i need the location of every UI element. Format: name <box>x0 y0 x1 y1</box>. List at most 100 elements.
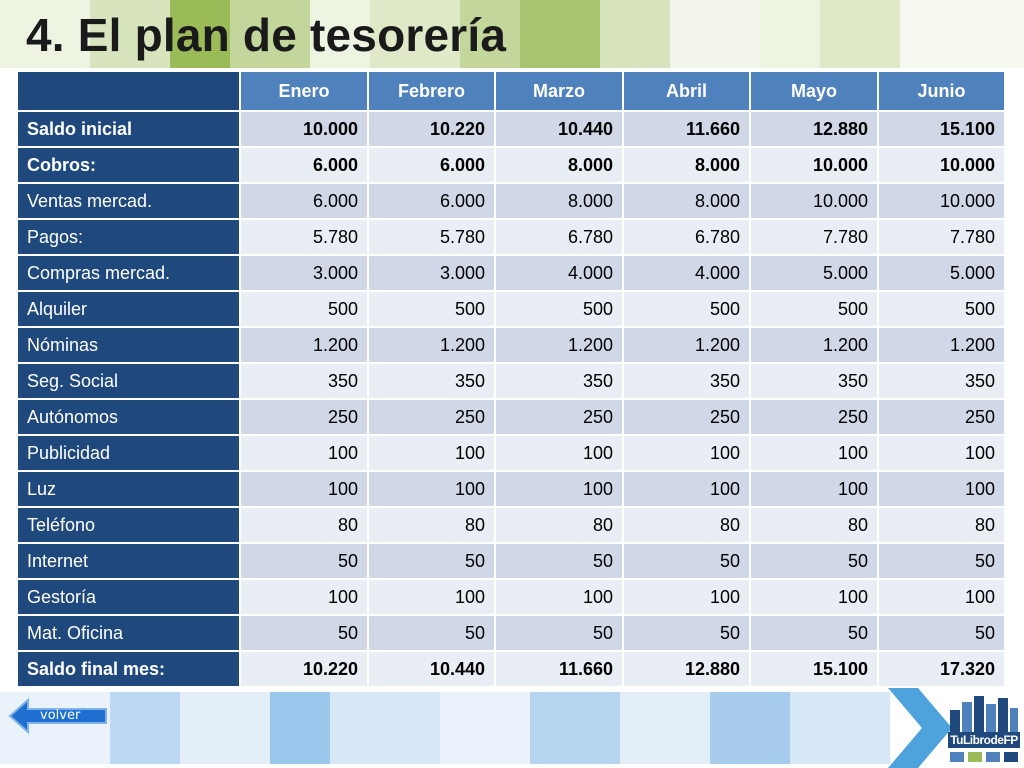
table-cell: 500 <box>877 290 1006 328</box>
table-cell: 5.780 <box>367 218 496 256</box>
row-label: Gestoría <box>16 578 241 616</box>
table-cell: 15.100 <box>877 110 1006 148</box>
table-cell: 500 <box>239 290 369 328</box>
table-cell: 350 <box>749 362 879 400</box>
table-cell: 100 <box>749 470 879 508</box>
table-cell: 100 <box>622 578 751 616</box>
table-cell: 10.000 <box>877 182 1006 220</box>
table-cell: 80 <box>877 506 1006 544</box>
decorative-arrow-shape <box>888 688 952 768</box>
table-cell: 250 <box>622 398 751 436</box>
table-cell: 17.320 <box>877 650 1006 688</box>
table-cell: 10.440 <box>367 650 496 688</box>
table-cell: 7.780 <box>749 218 879 256</box>
row-label: Teléfono <box>16 506 241 544</box>
table-cell: 11.660 <box>622 110 751 148</box>
table-cell: 8.000 <box>622 182 751 220</box>
table-cell: 250 <box>239 398 369 436</box>
table-cell: 50 <box>239 614 369 652</box>
table-cell: 6.780 <box>622 218 751 256</box>
table-cell: 100 <box>367 578 496 616</box>
table-corner-cell <box>16 70 241 112</box>
table-cell: 100 <box>877 470 1006 508</box>
table-cell: 500 <box>367 290 496 328</box>
column-header: Enero <box>239 70 369 112</box>
table-cell: 100 <box>877 434 1006 472</box>
table-cell: 50 <box>367 542 496 580</box>
table-cell: 5.000 <box>749 254 879 292</box>
row-label: Compras mercad. <box>16 254 241 292</box>
tulibrodefp-logo: TuLibrodeFP <box>946 690 1022 766</box>
table-cell: 6.000 <box>367 182 496 220</box>
table-cell: 1.200 <box>749 326 879 364</box>
table-cell: 10.220 <box>367 110 496 148</box>
table-cell: 50 <box>749 542 879 580</box>
table-cell: 10.220 <box>239 650 369 688</box>
table-cell: 6.780 <box>494 218 624 256</box>
table-row: Nóminas 1.200 1.200 1.200 1.200 1.200 1.200 <box>16 326 1006 364</box>
table-row: Publicidad 100 100 100 100 100 100 <box>16 434 1006 472</box>
column-header: Mayo <box>749 70 879 112</box>
table-cell: 1.200 <box>877 326 1006 364</box>
table-cell: 10.000 <box>239 110 369 148</box>
table-cell: 100 <box>367 434 496 472</box>
table-cell: 500 <box>622 290 751 328</box>
table-cell: 100 <box>622 470 751 508</box>
volver-button[interactable]: volver <box>8 698 110 734</box>
table-row: Ventas mercad. 6.000 6.000 8.000 8.000 10.000… <box>16 182 1006 220</box>
table-cell: 100 <box>622 434 751 472</box>
table-cell: 1.200 <box>239 326 369 364</box>
page-title: 4. El plan de tesorería <box>26 9 507 61</box>
table-row: Alquiler 500 500 500 500 500 500 <box>16 290 1006 328</box>
row-label: Autónomos <box>16 398 241 436</box>
table-cell: 10.000 <box>749 146 879 184</box>
table-cell: 50 <box>749 614 879 652</box>
table-cell: 80 <box>622 506 751 544</box>
top-decorative-band <box>0 0 1024 68</box>
table-cell: 250 <box>877 398 1006 436</box>
table-cell: 100 <box>239 470 369 508</box>
column-header: Marzo <box>494 70 624 112</box>
table-cell: 6.000 <box>239 146 369 184</box>
table-row: Autónomos 250 250 250 250 250 250 <box>16 398 1006 436</box>
table-cell: 12.880 <box>749 110 879 148</box>
table-cell: 100 <box>239 578 369 616</box>
row-label: Cobros: <box>16 146 241 184</box>
table-cell: 100 <box>494 578 624 616</box>
table-cell: 6.000 <box>367 146 496 184</box>
table-cell: 250 <box>749 398 879 436</box>
row-label: Mat. Oficina <box>16 614 241 652</box>
table-cell: 80 <box>239 506 369 544</box>
table-cell: 50 <box>239 542 369 580</box>
table-cell: 350 <box>494 362 624 400</box>
books-logo-icon <box>950 696 1018 762</box>
table-cell: 1.200 <box>367 326 496 364</box>
row-label: Ventas mercad. <box>16 182 241 220</box>
table-cell: 100 <box>749 578 879 616</box>
table-cell: 100 <box>494 470 624 508</box>
logo-text: TuLibrodeFP <box>948 732 1020 748</box>
table-cell: 5.780 <box>239 218 369 256</box>
table-row: Seg. Social 350 350 350 350 350 350 <box>16 362 1006 400</box>
table-cell: 5.000 <box>877 254 1006 292</box>
table-cell: 50 <box>367 614 496 652</box>
table-row: Compras mercad. 3.000 3.000 4.000 4.000 5.000… <box>16 254 1006 292</box>
table-cell: 50 <box>877 542 1006 580</box>
table-cell: 50 <box>494 614 624 652</box>
row-label: Saldo final mes: <box>16 650 241 688</box>
volver-label: volver <box>40 708 81 723</box>
table-cell: 8.000 <box>622 146 751 184</box>
table-cell: 50 <box>622 542 751 580</box>
table-cell: 350 <box>239 362 369 400</box>
table-cell: 80 <box>367 506 496 544</box>
left-arrow-icon <box>8 698 107 734</box>
table-cell: 500 <box>494 290 624 328</box>
table-cell: 350 <box>877 362 1006 400</box>
column-header: Abril <box>622 70 751 112</box>
table-cell: 15.100 <box>749 650 879 688</box>
table-cell: 10.000 <box>749 182 879 220</box>
table-cell: 100 <box>239 434 369 472</box>
table-cell: 4.000 <box>622 254 751 292</box>
table-cell: 3.000 <box>239 254 369 292</box>
table-cell: 80 <box>494 506 624 544</box>
